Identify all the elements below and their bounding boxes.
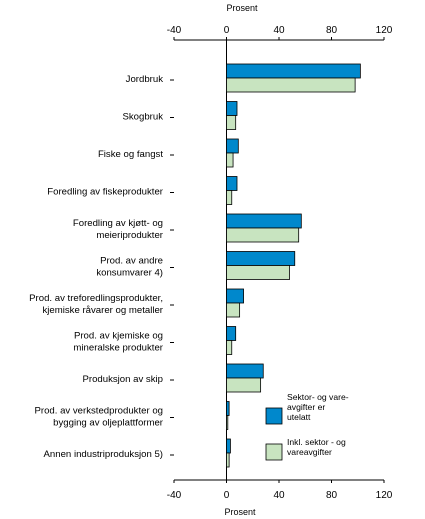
bottom-tick-label: -40: [167, 490, 182, 501]
bar-series-2: [226, 152, 234, 168]
bar-series-1: [226, 213, 302, 229]
bar-series-2: [226, 190, 233, 205]
bar-series-1: [226, 401, 230, 416]
bottom-tick-label: 0: [224, 490, 230, 501]
top-tick-label: 120: [376, 25, 393, 36]
bar-series-1: [226, 438, 231, 454]
category-label: kjemiske råvarer og metaller: [43, 305, 164, 316]
bar-series-1: [226, 288, 244, 304]
legend-entry-label: vareavgifter: [287, 447, 332, 457]
top-tick-label: 80: [326, 25, 338, 36]
bottom-tick-label: 80: [326, 490, 338, 501]
bar-series-2: [226, 452, 230, 468]
legend-swatch: [265, 443, 283, 461]
bar-series-1: [226, 363, 264, 379]
category-label: Prod. av treforedlingsprodukter,: [29, 293, 163, 304]
category-label: Foredling av kjøtt- og: [73, 218, 163, 229]
category-label: Fiske og fangst: [98, 149, 163, 160]
bar-series-2: [226, 302, 241, 318]
category-label: mineralske produkter: [73, 343, 163, 354]
bar-series-2: [226, 340, 233, 355]
legend-entry-label: Inkl. sektor - og: [287, 437, 346, 447]
bar-series-1: [226, 176, 238, 191]
tick-labels: -40 -40 0 0 40 40 80 80 120 120 Prosent Prosent: [167, 3, 393, 517]
bar-series: [226, 63, 361, 468]
bar-series-1: [226, 101, 238, 116]
category-label: Prod. av andre: [100, 256, 163, 267]
category-label: Prod. av kjemiske og: [74, 331, 163, 342]
bar-series-1: [226, 63, 361, 79]
category-label: konsumvarer 4): [96, 268, 163, 279]
category-label: Annen industriproduksjon 5): [44, 449, 163, 460]
bottom-tick-label: 40: [273, 490, 285, 501]
bottom-tick-label: 120: [376, 490, 393, 501]
bar-series-2: [226, 115, 237, 130]
bar-series-2: [226, 415, 229, 430]
category-label: Jordbruk: [126, 74, 164, 85]
category-label: meieriprodukter: [96, 230, 163, 241]
top-tick-label: 0: [224, 25, 230, 36]
category-labels: Jordbruk Skogbruk Fiske og fangst Foredling…: [29, 74, 164, 460]
bar-series-1: [226, 326, 237, 341]
category-label: bygging av oljeplattformer: [53, 418, 164, 429]
bar-series-2: [226, 227, 300, 243]
bar-series-2: [226, 377, 262, 393]
top-tick-label: -40: [167, 25, 182, 36]
bar-series-2: [226, 265, 290, 280]
legend-entry-label: avgifter er: [287, 402, 325, 412]
category-label: Foredling av fiskeprodukter: [47, 187, 164, 198]
category-label: Produksjon av skip: [82, 374, 163, 385]
category-label: Prod. av verkstedprodukter og: [34, 406, 163, 417]
x-axis-title-bottom: Prosent: [224, 507, 256, 517]
legend-entry-label: utelatt: [287, 412, 311, 422]
bar-series-1: [226, 138, 239, 154]
bar-series-1: [226, 251, 296, 266]
legend-entry-label: Sektor- og vare-: [287, 392, 349, 402]
x-axis-title-top: Prosent: [226, 3, 258, 13]
bar-series-2: [226, 77, 356, 93]
top-tick-label: 40: [273, 25, 285, 36]
category-label: Skogbruk: [122, 112, 163, 123]
legend-swatch: [265, 407, 283, 425]
